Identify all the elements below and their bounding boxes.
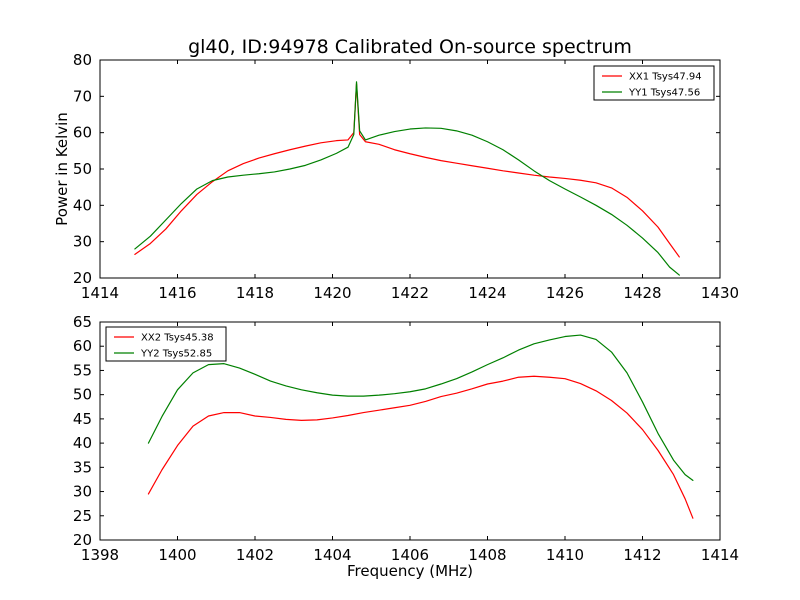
x-tick-label: 1414 [81,284,119,302]
x-tick-label: 1420 [313,284,351,302]
y-tick-label: 40 [73,196,92,214]
top-series-1-line [134,83,680,258]
y-tick-label: 25 [73,507,92,525]
x-tick-label: 1404 [313,546,351,564]
y-tick-label: 65 [73,313,92,331]
y-tick-label: 50 [73,386,92,404]
legend-label: XX2 Tsys45.38 [141,333,214,344]
x-tick-label: 1416 [158,284,196,302]
y-axis-label: Power in Kelvin [53,112,71,226]
y-tick-label: 40 [73,434,92,452]
x-tick-label: 1424 [468,284,506,302]
legend-label: XX1 Tsys47.94 [629,72,702,83]
bottom-legend: XX2 Tsys45.38 YY2 Tsys52.85 [105,326,227,362]
x-tick-label: 1400 [158,546,196,564]
x-tick-label: 1406 [391,546,429,564]
bottom-series-1-line [147,375,694,519]
x-tick-label: 1418 [236,284,274,302]
x-tick-label: 1412 [623,546,661,564]
x-tick-label: 1408 [468,546,506,564]
legend-label: YY2 Tsys52.85 [140,349,212,360]
y-tick-label: 35 [73,458,92,476]
y-tick-label: 30 [73,233,92,251]
bottom-panel: 1398 1400 1402 1404 1406 1408 1410 1412 1414 20 25… [73,313,739,580]
top-series-2-line [134,81,680,276]
y-tick-label: 45 [73,410,92,428]
y-tick-label: 50 [73,160,92,178]
y-tick-label: 55 [73,361,92,379]
x-tick-label: 1422 [391,284,429,302]
x-tick-label: 1402 [236,546,274,564]
y-tick-label: 30 [73,483,92,501]
top-panel: 1414 1416 1418 1420 1422 1424 1426 1428 1430 20 30… [53,51,739,302]
y-tick-label: 20 [73,269,92,287]
x-tick-label: 1430 [701,284,739,302]
x-tick-label: 1426 [546,284,584,302]
x-tick-label: 1410 [546,546,584,564]
chart-title: gl40, ID:94978 Calibrated On-source spec… [188,36,632,58]
top-legend: XX1 Tsys47.94 YY1 Tsys47.56 [593,65,715,101]
bottom-series-2-line [147,334,694,482]
y-tick-label: 80 [73,51,92,69]
x-tick-label: 1398 [81,546,119,564]
x-axis-label: Frequency (MHz) [347,562,473,580]
y-tick-label: 60 [73,337,92,355]
x-tick-label: 1428 [623,284,661,302]
legend-label: YY1 Tsys47.56 [628,88,700,99]
y-tick-label: 20 [73,531,92,549]
y-tick-label: 70 [73,87,92,105]
legend-box [105,326,227,362]
legend-box [593,65,715,101]
y-tick-label: 60 [73,124,92,142]
x-tick-label: 1414 [701,546,739,564]
